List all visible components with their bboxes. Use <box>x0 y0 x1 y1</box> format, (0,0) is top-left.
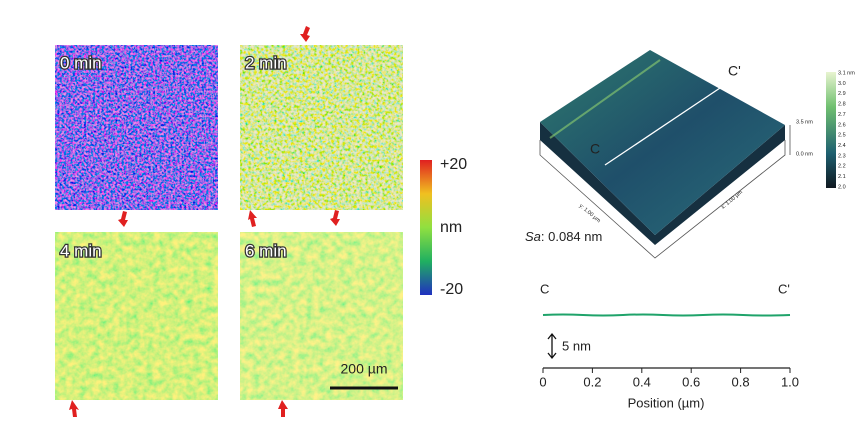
maps: 0 min 2 min 4 min 6 min 200 µm +20 nm -2… <box>55 26 467 417</box>
axis-label: x: 1.00 µm <box>720 189 744 210</box>
afm-colorbar-label: 2.8 <box>838 102 846 108</box>
x-ticks: 0 0.2 0.4 0.6 0.8 1.0 <box>539 368 799 389</box>
profile-label: C' <box>778 281 790 296</box>
afm-colorbar-label: 3.1 nm <box>838 70 855 76</box>
x-tick-label: 0 <box>539 374 546 389</box>
axis-label: y: 1.00 µm <box>578 203 602 224</box>
afm-3d: C C' 3.5 nm 0.0 nm y: 1.00 µm x: 1.00 µm… <box>525 50 855 259</box>
colorbar-label: +20 <box>440 156 467 173</box>
afm-label: C' <box>728 63 741 79</box>
colorbar <box>420 160 432 295</box>
map-image <box>240 232 403 400</box>
scale-label: 5 nm <box>562 338 591 353</box>
afm-side <box>540 122 785 245</box>
x-tick-label: 0.2 <box>583 374 601 389</box>
x-tick-label: 1.0 <box>781 374 799 389</box>
height-label: 3.5 nm <box>796 119 813 125</box>
map-label: 6 min <box>245 241 287 260</box>
afm-colorbar-label: 2.3 <box>838 153 846 159</box>
profile-line <box>542 313 791 317</box>
afm-surface <box>540 50 785 235</box>
afm-colorbar <box>826 72 836 188</box>
sa-label: Sa: 0.084 nm <box>525 229 602 244</box>
map-label: 4 min <box>60 241 102 260</box>
colorbar-label: -20 <box>440 281 463 298</box>
profile-label: C <box>540 281 549 296</box>
afm-colorbar-label: 2.2 <box>838 164 846 170</box>
height-label: 0.0 nm <box>796 151 813 157</box>
afm-colorbar-label: 2.9 <box>838 91 846 97</box>
sa-symbol: Sa <box>525 229 541 244</box>
afm-label: C <box>590 141 600 157</box>
map-label: 0 min <box>60 53 102 72</box>
afm-colorbar-labels: 3.1 nm 3.0 2.9 2.8 2.7 2.6 2.5 2.4 2.3 2.2 2.1 2.0 <box>838 70 855 190</box>
map-image <box>240 45 403 210</box>
x-tick-label: 0.6 <box>682 374 700 389</box>
afm-colorbar-label: 2.4 <box>838 143 846 149</box>
x-tick-label: 0.8 <box>732 374 750 389</box>
map-image <box>55 45 218 210</box>
afm-colorbar-label: 2.1 <box>838 174 846 180</box>
arrows <box>69 26 340 417</box>
afm-colorbar-label: 2.5 <box>838 133 846 139</box>
afm-colorbar-label: 2.0 <box>838 184 846 190</box>
sa-value: : 0.084 nm <box>541 229 602 244</box>
x-axis-label: Position (µm) <box>628 395 705 410</box>
afm-colorbar-label: 2.6 <box>838 122 846 128</box>
scale-label: 200 µm <box>341 361 388 377</box>
profile: C C' 5 nm 0 0.2 0.4 0.6 0.8 1.0 Position (µm) <box>539 281 799 410</box>
afm-colorbar-label: 2.7 <box>838 112 846 118</box>
colorbar-label: nm <box>440 219 462 236</box>
x-tick-label: 0.4 <box>633 374 651 389</box>
scale-arrow <box>547 332 557 360</box>
map-label: 2 min <box>245 53 287 72</box>
profile-path <box>604 87 721 166</box>
afm-colorbar-label: 3.0 <box>838 81 846 87</box>
map-image <box>55 232 218 400</box>
